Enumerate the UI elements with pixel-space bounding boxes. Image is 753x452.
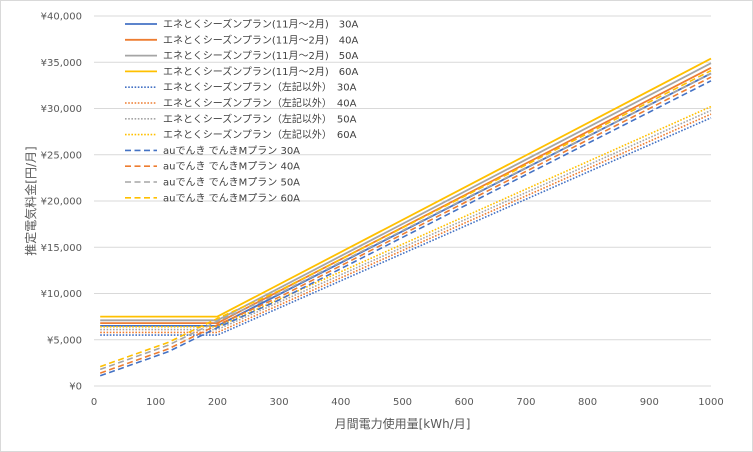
legend-entry-label: エネとくシーズンプラン（左記以外） 40A	[163, 97, 357, 110]
series-line-9	[99, 80, 712, 377]
x-tick-label: 0	[91, 397, 97, 408]
legend-entry-label: auでんき でんきMプラン 60A	[163, 192, 300, 204]
legend: エネとくシーズンプラン(11月～2月) 30A エネとくシーズンプラン(11月～2…	[125, 18, 359, 204]
x-tick-label: 900	[640, 397, 659, 408]
legend-entry-label: エネとくシーズンプラン(11月～2月) 60A	[163, 65, 359, 78]
x-tick-label: 300	[270, 397, 289, 408]
y-tick-label: ¥0	[69, 382, 82, 393]
legend-entry-label: エネとくシーズンプラン(11月～2月) 30A	[163, 18, 359, 31]
x-axis-title: 月間電力使用量[kWh/月]	[335, 416, 471, 431]
y-tick-label: ¥25,000	[41, 150, 82, 161]
x-tick-label: 800	[578, 397, 597, 408]
legend-entry-label: エネとくシーズンプラン(11月～2月) 40A	[163, 33, 359, 46]
gridlines	[94, 15, 711, 387]
y-axis-title: 推定電気料金[円/月]	[23, 146, 38, 255]
x-tick-label: 600	[455, 397, 474, 408]
series-line-10	[99, 76, 712, 374]
y-tick-label: ¥10,000	[41, 289, 82, 300]
y-tick-label: ¥40,000	[41, 12, 82, 23]
series-line-3	[100, 62, 712, 322]
x-tick-label: 700	[516, 397, 535, 408]
series-lines	[99, 57, 712, 377]
y-axis-ticks: ¥0 ¥5,000 ¥10,000 ¥15,000 ¥20,000 ¥25,000 ¥30,…	[41, 12, 82, 393]
y-tick-label: ¥5,000	[47, 335, 82, 346]
y-tick-label: ¥15,000	[41, 243, 82, 254]
series-line-12	[99, 69, 712, 368]
legend-entry-label: エネとくシーズンプラン（左記以外） 50A	[163, 112, 357, 125]
y-tick-label: ¥30,000	[41, 104, 82, 115]
x-tick-label: 400	[331, 397, 350, 408]
legend-entry-label: auでんき でんきMプラン 30A	[163, 145, 300, 157]
series-line-2	[100, 67, 712, 325]
x-tick-label: 100	[146, 397, 165, 408]
series-line-4	[100, 57, 712, 318]
legend-entry-label: auでんき でんきMプラン 50A	[163, 177, 300, 189]
x-axis-ticks: 0 100 200 300 400 500 600 700 800 900 1000	[91, 397, 724, 408]
x-tick-label: 1000	[698, 397, 723, 408]
legend-entry-label: エネとくシーズンプラン（左記以外） 60A	[163, 128, 357, 141]
y-tick-label: ¥35,000	[41, 58, 82, 69]
legend-entry-label: エネとくシーズンプラン（左記以外） 30A	[163, 81, 357, 94]
series-line-6	[100, 113, 712, 334]
legend-entry-label: auでんき でんきMプラン 40A	[163, 161, 300, 173]
x-tick-label: 500	[393, 397, 412, 408]
y-tick-label: ¥20,000	[41, 197, 82, 208]
series-line-5	[100, 117, 712, 336]
series-line-8	[100, 105, 712, 328]
series-line-11	[99, 72, 712, 371]
series-line-7	[100, 109, 712, 331]
legend-entry-label: エネとくシーズンプラン(11月～2月) 50A	[163, 49, 359, 62]
x-tick-label: 200	[208, 397, 227, 408]
